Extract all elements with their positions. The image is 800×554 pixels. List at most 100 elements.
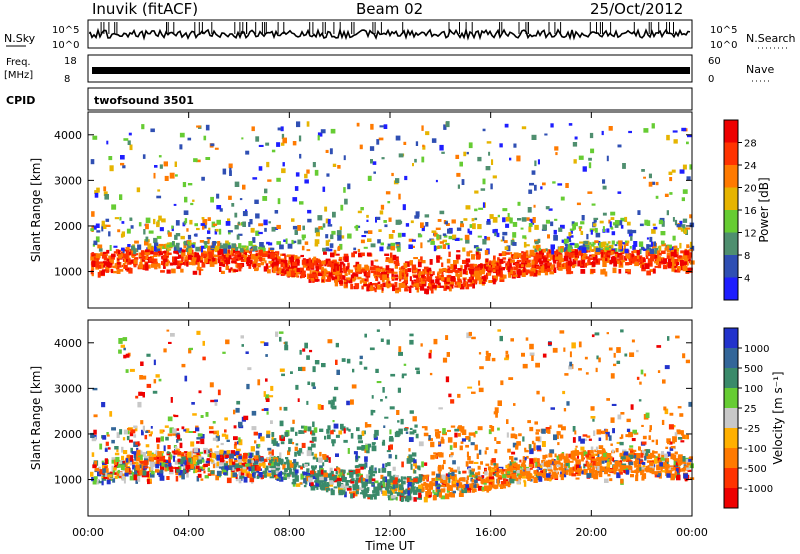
- heatmap-cell: [238, 243, 242, 249]
- heatmap-cell: [287, 260, 293, 265]
- heatmap-cell: [176, 461, 180, 465]
- heatmap-cell: [412, 163, 414, 167]
- heatmap-cell: [258, 256, 263, 261]
- heatmap-cell: [394, 282, 398, 288]
- heatmap-cell: [271, 449, 274, 456]
- heatmap-cell: [566, 236, 571, 242]
- heatmap-cell: [404, 288, 409, 292]
- heatmap-cell: [268, 451, 272, 455]
- heatmap-cell: [287, 450, 291, 456]
- heatmap-cell: [389, 283, 395, 287]
- heatmap-cell: [526, 255, 531, 259]
- heatmap-cell: [149, 257, 152, 262]
- heatmap-cell: [282, 464, 286, 470]
- heatmap-cell: [194, 256, 198, 262]
- heatmap-cell: [154, 245, 157, 252]
- heatmap-cell: [126, 249, 129, 255]
- heatmap-cell: [674, 465, 678, 469]
- heatmap-cell: [465, 436, 470, 440]
- heatmap-cell: [383, 220, 387, 223]
- heatmap-cell: [334, 468, 338, 471]
- heatmap-cell: [681, 468, 686, 472]
- heatmap-cell: [382, 490, 387, 496]
- heatmap-cell: [408, 238, 414, 242]
- heatmap-cell: [203, 135, 207, 141]
- heatmap-cell: [91, 260, 96, 267]
- heatmap-cell: [231, 257, 237, 264]
- heatmap-cell: [388, 234, 394, 239]
- heatmap-cell: [534, 421, 538, 425]
- heatmap-cell: [141, 429, 144, 436]
- heatmap-cell: [426, 286, 430, 289]
- heatmap-cell: [397, 420, 400, 423]
- heatmap-cell: [136, 187, 141, 193]
- heatmap-cell: [622, 451, 625, 454]
- heatmap-cell: [326, 483, 330, 486]
- heatmap-cell: [385, 265, 390, 271]
- heatmap-cell: [479, 265, 483, 269]
- heatmap-cell: [574, 222, 578, 227]
- heatmap-cell: [129, 144, 133, 151]
- heatmap-cell: [167, 433, 173, 437]
- heatmap-cell: [281, 434, 284, 439]
- velocity-heatmap: [90, 329, 695, 503]
- heatmap-cell: [681, 224, 686, 228]
- heatmap-cell: [370, 123, 374, 130]
- heatmap-cell: [686, 462, 691, 466]
- heatmap-cell: [437, 219, 442, 222]
- heatmap-cell: [175, 475, 179, 482]
- heatmap-cell: [529, 426, 534, 432]
- heatmap-cell: [615, 460, 620, 467]
- heatmap-cell: [519, 271, 522, 276]
- heatmap-cell: [365, 443, 368, 446]
- heatmap-cell: [276, 177, 281, 182]
- heatmap-cell: [300, 466, 303, 470]
- heatmap-cell: [477, 426, 483, 431]
- heatmap-cell: [352, 469, 357, 475]
- heatmap-cell: [383, 124, 388, 129]
- heatmap-cell: [552, 181, 556, 184]
- heatmap-cell: [528, 463, 533, 467]
- heatmap-cell: [301, 366, 306, 372]
- heatmap-cell: [667, 262, 672, 267]
- heatmap-cell: [656, 345, 662, 348]
- heatmap-cell: [270, 468, 276, 471]
- heatmap-cell: [534, 239, 538, 243]
- heatmap-cell: [474, 217, 478, 221]
- heatmap-cell: [320, 227, 324, 230]
- heatmap-cell: [623, 244, 626, 250]
- heatmap-cell: [297, 260, 300, 266]
- heatmap-cell: [207, 473, 212, 476]
- heatmap-cell: [263, 342, 269, 346]
- heatmap-cell: [159, 227, 164, 232]
- heatmap-cell: [316, 475, 322, 482]
- heatmap-cell: [222, 351, 226, 354]
- heatmap-cell: [286, 254, 291, 258]
- colorbar-swatch: [724, 277, 738, 300]
- heatmap-cell: [430, 441, 435, 448]
- heatmap-cell: [300, 430, 305, 434]
- heatmap-cell: [413, 275, 419, 278]
- heatmap-cell: [331, 276, 335, 281]
- heatmap-cell: [322, 223, 326, 228]
- y-tick-label: 1000: [54, 266, 82, 279]
- heatmap-cell: [366, 219, 369, 222]
- heatmap-cell: [294, 229, 298, 235]
- station-title: Inuvik (fitACF): [92, 0, 199, 18]
- heatmap-cell: [477, 485, 483, 491]
- heatmap-cell: [123, 429, 128, 435]
- heatmap-cell: [289, 460, 292, 465]
- heatmap-cell: [651, 123, 655, 129]
- heatmap-cell: [125, 369, 129, 373]
- heatmap-cell: [130, 218, 133, 221]
- heatmap-cell: [373, 436, 378, 440]
- heatmap-cell: [584, 356, 588, 360]
- heatmap-cell: [275, 251, 280, 255]
- heatmap-cell: [540, 266, 545, 270]
- heatmap-cell: [596, 457, 602, 461]
- heatmap-cell: [553, 465, 557, 471]
- heatmap-cell: [326, 473, 331, 477]
- heatmap-cell: [347, 233, 352, 239]
- heatmap-cell: [118, 250, 121, 255]
